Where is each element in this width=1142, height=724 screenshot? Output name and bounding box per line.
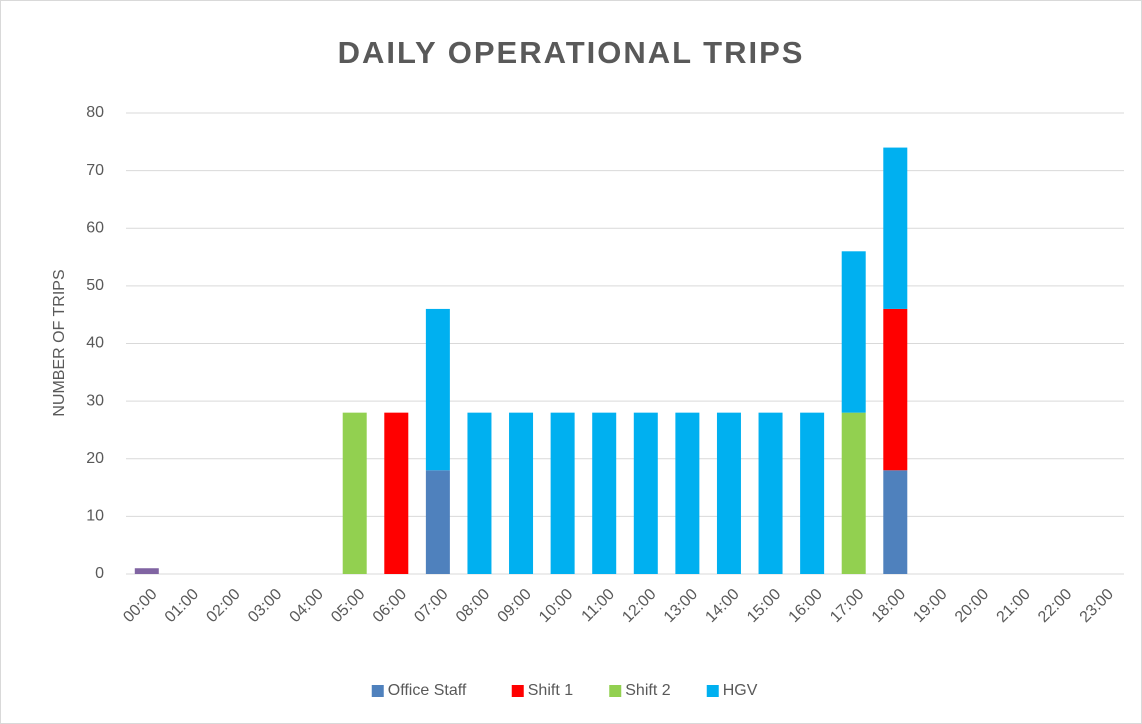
chart-title: DAILY OPERATIONAL TRIPS <box>338 35 805 70</box>
y-tick-label: 50 <box>86 277 104 294</box>
bar-segment <box>384 412 409 574</box>
bar-segment <box>425 470 450 574</box>
bar-segment <box>550 412 575 574</box>
bar-segment <box>509 412 534 574</box>
y-tick-label: 80 <box>86 104 104 121</box>
legend-swatch <box>609 685 622 697</box>
legend-swatch <box>371 685 384 697</box>
legend-label: Office Staff <box>388 682 467 699</box>
legend-swatch <box>706 685 719 697</box>
legend-label: HGV <box>723 682 758 699</box>
bar-segment <box>425 308 450 471</box>
y-tick-label: 0 <box>95 565 104 582</box>
y-tick-label: 60 <box>86 219 104 236</box>
y-tick-label: 10 <box>86 508 104 525</box>
bar-segment <box>758 412 783 574</box>
legend-label: Shift 2 <box>625 682 670 699</box>
bar-segment <box>467 412 492 574</box>
bar-segment <box>633 412 658 574</box>
bar-segment <box>134 568 159 574</box>
bar-segment <box>800 412 825 574</box>
bar-segment <box>716 412 741 574</box>
y-tick-label: 70 <box>86 162 104 179</box>
bar-segment <box>883 147 908 309</box>
legend-label: Shift 1 <box>528 682 573 699</box>
legend-swatch <box>511 685 524 697</box>
y-tick-label: 20 <box>86 450 104 467</box>
bar-segment <box>592 412 617 574</box>
bar-segment <box>883 308 908 471</box>
bar-segment <box>675 412 700 574</box>
y-tick-label: 40 <box>86 335 104 352</box>
bar-segment <box>883 470 908 574</box>
y-axis-label: NUMBER OF TRIPS <box>51 269 68 416</box>
y-tick-label: 30 <box>86 392 104 409</box>
bar-segment <box>841 251 866 413</box>
bar-segment <box>342 412 367 574</box>
bar-segment <box>841 412 866 574</box>
